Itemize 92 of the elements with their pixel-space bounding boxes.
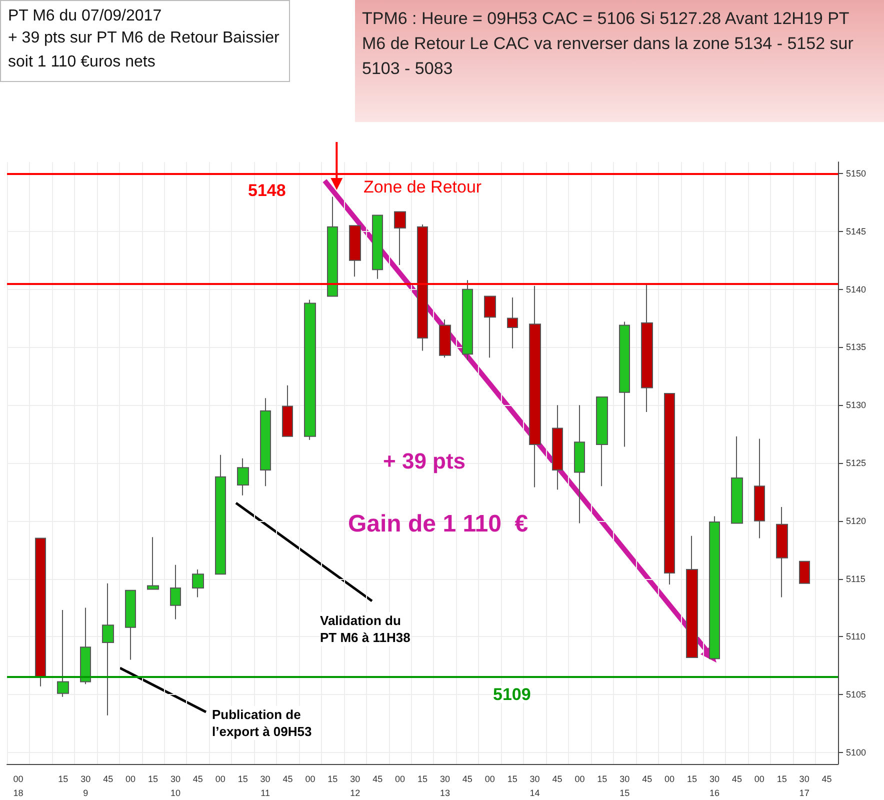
y-tick-label: 5150 xyxy=(846,168,866,179)
x-tick-label: 15 xyxy=(597,774,608,784)
candlestick xyxy=(754,438,765,539)
y-tick-label: 5115 xyxy=(846,574,866,584)
candlestick xyxy=(237,458,249,496)
candlestick xyxy=(282,384,293,437)
candlestick xyxy=(484,296,496,358)
x-tick-label: 30 10 xyxy=(170,774,180,798)
candlestick xyxy=(776,506,788,598)
x-tick-label: 15 xyxy=(417,774,428,784)
annotation: Gain de 1 110 € xyxy=(348,510,528,538)
x-tick-label: 00 xyxy=(484,774,495,784)
y-tick-label: 5120 xyxy=(846,516,866,526)
x-tick-label: 30 9 xyxy=(80,774,91,798)
candlestick xyxy=(529,285,541,488)
x-tick-label: 00 xyxy=(754,774,764,784)
x-tick-label: 00 xyxy=(215,774,226,784)
text: TPM6 : Heure = 09H53 CAC = 5106 Si 5127.28 Avant 12H19 PT M6 de Retour Le CAC va renverser dans la zone 5134 - 5152 sur 5103 - 5083 xyxy=(362,9,858,78)
candlestick xyxy=(709,516,720,660)
x-tick-label: 15 xyxy=(238,774,248,784)
x-tick-label: 15 xyxy=(148,774,158,784)
y-tick-label: 5125 xyxy=(846,458,866,468)
x-tick-label: 30 14 xyxy=(530,774,540,798)
candlestick xyxy=(731,436,743,524)
candlestick xyxy=(147,536,159,590)
candlestick xyxy=(215,454,226,575)
candlestick xyxy=(80,607,91,685)
x-tick-label: 45 xyxy=(372,774,383,784)
candlestick xyxy=(641,284,653,413)
candlestick xyxy=(417,224,428,352)
chart-title: PT M6 du 07/09/2017 xyxy=(8,8,162,24)
candlestick xyxy=(372,214,383,280)
candlestick xyxy=(102,582,114,716)
candlestick xyxy=(192,569,204,598)
y-tick-label: 5110 xyxy=(846,632,866,642)
x-tick-label: 00 xyxy=(664,774,675,784)
candlestick xyxy=(125,590,136,660)
candlestick xyxy=(304,299,316,440)
annotation: Publication de l’export à 09H53 xyxy=(212,707,312,739)
x-tick-label: 30 12 xyxy=(350,774,360,798)
x-tick-label: 30 15 xyxy=(620,774,630,798)
candlestick xyxy=(507,296,518,349)
candlestick xyxy=(170,564,181,620)
candlestick xyxy=(686,535,698,658)
candlestick xyxy=(574,404,585,524)
y-tick-label: 5145 xyxy=(846,226,866,236)
x-tick-label: 00 18 xyxy=(13,774,24,798)
candlestick xyxy=(349,225,361,278)
candlestick xyxy=(57,610,69,698)
candlestick xyxy=(462,280,473,360)
candlestick xyxy=(552,404,563,490)
x-tick-label: 15 xyxy=(507,774,518,784)
x-tick-label: 45 xyxy=(822,774,832,784)
y-tick-label: 5100 xyxy=(846,747,866,758)
x-tick-label: 30 13 xyxy=(440,774,450,798)
x-tick-label: 45 xyxy=(642,774,652,784)
x-tick-label: 15 xyxy=(58,774,68,784)
candlestick xyxy=(619,321,630,448)
x-tick-label: 00 xyxy=(395,774,406,784)
candlestick xyxy=(394,211,406,266)
annotation: Validation du PT M6 à 11H38 xyxy=(320,613,410,645)
x-tick-label: 45 xyxy=(282,774,293,784)
candlestick xyxy=(664,393,675,586)
candlestick xyxy=(327,196,338,297)
y-tick-label: 5130 xyxy=(846,400,866,410)
x-tick-label: 45 xyxy=(552,774,562,784)
x-tick-label: 45 xyxy=(462,774,472,784)
x-tick-label: 15 xyxy=(687,774,698,784)
annotation: 5148 xyxy=(248,181,286,200)
x-tick-label: 45 xyxy=(103,774,114,784)
x-tick-label: 00 xyxy=(126,774,136,784)
annotation: + 39 pts xyxy=(383,448,466,474)
ref-line-label: Zone de Retour xyxy=(363,178,482,197)
candlestick xyxy=(799,560,810,584)
x-tick-label: 30 17 xyxy=(799,774,810,798)
candlestick xyxy=(596,396,608,487)
x-tick-label: 15 xyxy=(776,774,787,784)
candlestick xyxy=(439,318,451,358)
x-tick-label: 45 xyxy=(192,774,203,784)
annotation: 5109 xyxy=(493,685,531,704)
x-tick-label: 15 xyxy=(328,774,338,784)
x-tick-label: 45 xyxy=(732,774,742,784)
candlestick xyxy=(35,538,46,687)
x-tick-label: 30 11 xyxy=(260,774,270,798)
chart-subtitle: + 39 pts sur PT M6 de Retour Baissier soit 1 110 €uros nets xyxy=(8,30,280,70)
x-tick-label: 30 16 xyxy=(709,774,720,798)
y-tick-label: 5135 xyxy=(846,342,866,352)
x-tick-label: 00 xyxy=(574,774,585,784)
x-tick-label: 00 xyxy=(305,774,316,784)
y-tick-label: 5140 xyxy=(846,284,866,294)
candlestick xyxy=(260,398,271,487)
y-tick-label: 5105 xyxy=(846,690,866,700)
